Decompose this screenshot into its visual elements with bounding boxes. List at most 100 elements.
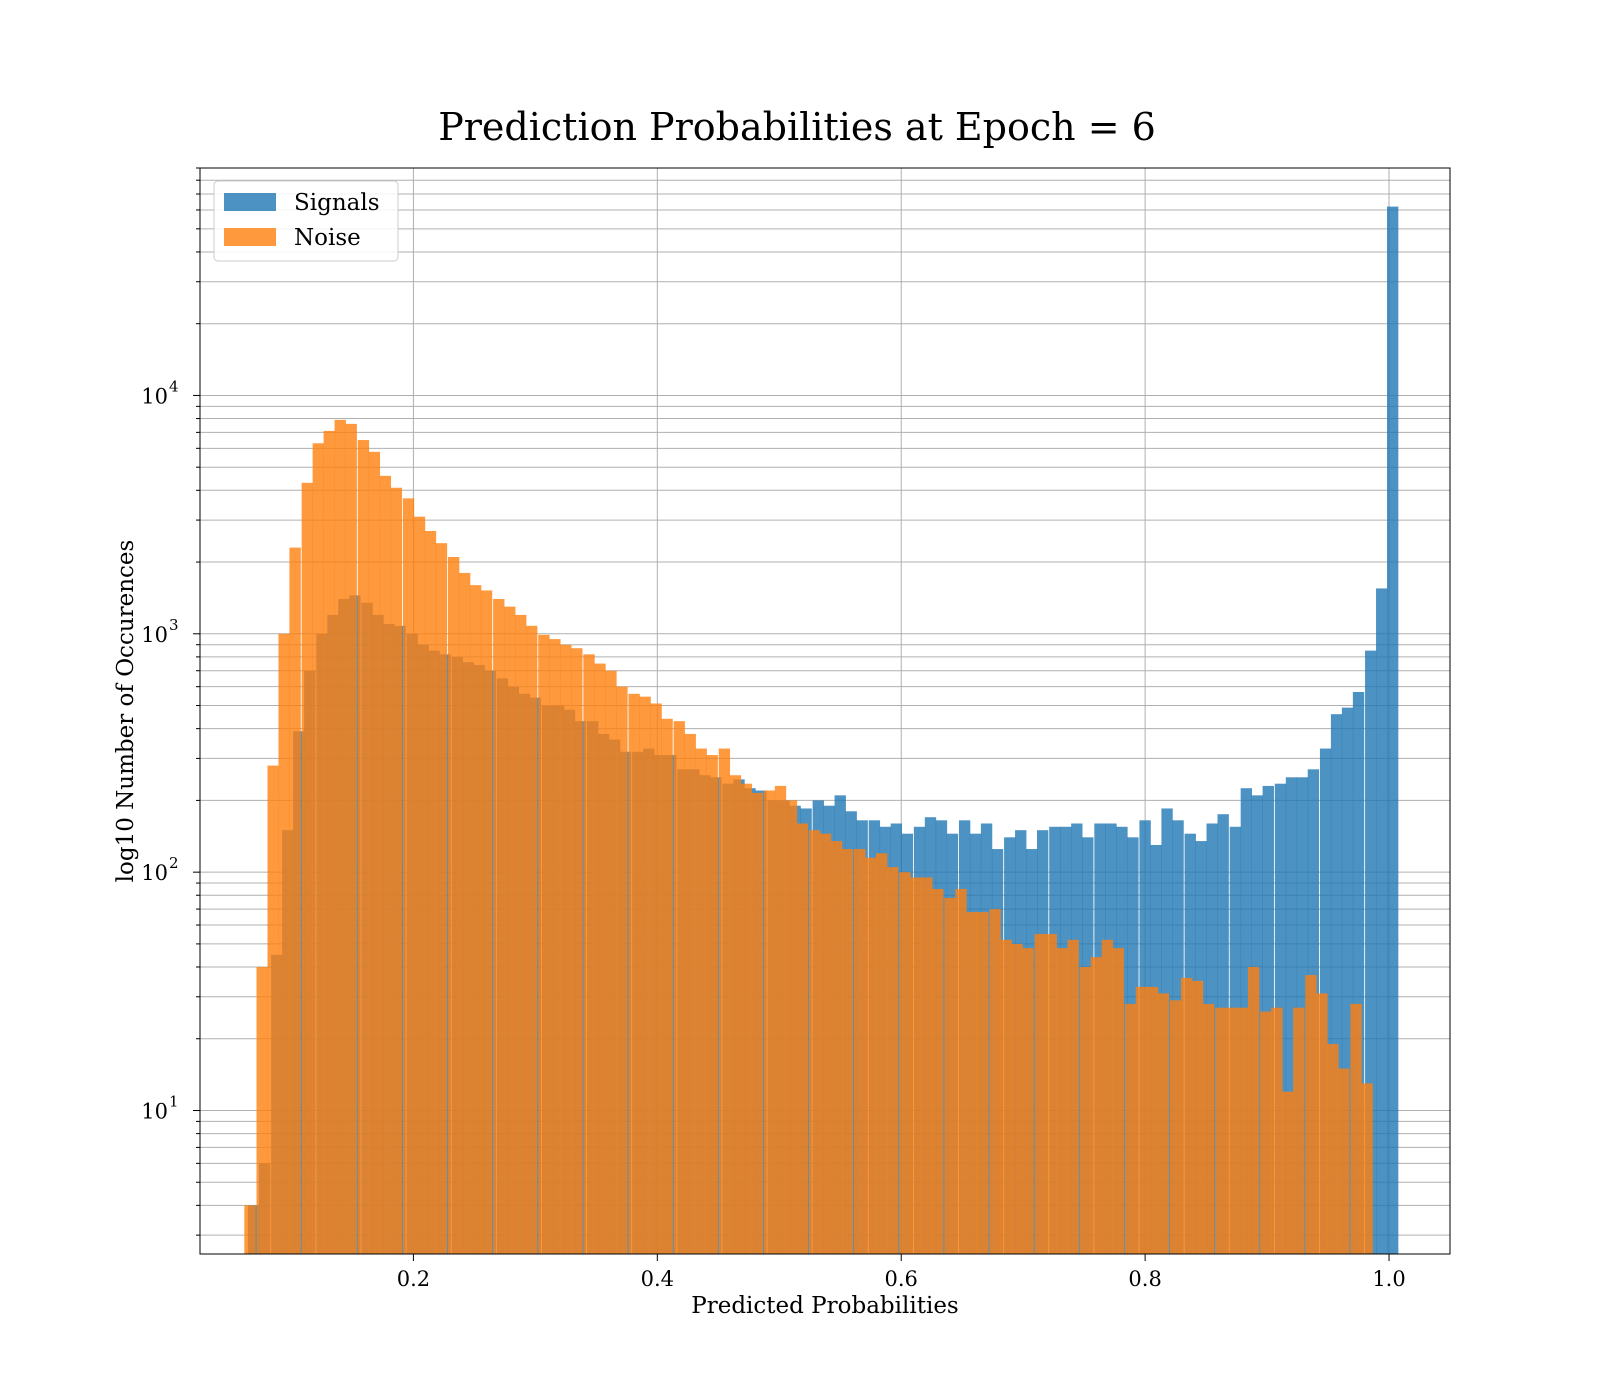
bar-noise: [706, 755, 718, 1254]
bar-noise: [944, 897, 956, 1254]
bar-noise: [1305, 975, 1317, 1254]
bar-noise: [1202, 1003, 1215, 1254]
bar-noise: [955, 888, 967, 1254]
bar-noise: [1090, 957, 1103, 1254]
bar-noise: [1226, 1007, 1238, 1254]
bar-noise: [740, 783, 753, 1254]
bar-noise: [1293, 1007, 1305, 1254]
bar-noise: [1045, 934, 1057, 1254]
bar-noise: [887, 867, 899, 1254]
bar-noise: [1282, 1091, 1294, 1254]
x-tick-label: 0.4: [641, 1267, 674, 1291]
bar-noise: [469, 585, 482, 1254]
histogram-bars: [244, 206, 1399, 1255]
bar-noise: [493, 598, 505, 1254]
bar-noise: [301, 482, 313, 1254]
bar-noise: [1338, 1068, 1350, 1254]
bar-noise: [932, 888, 944, 1254]
bar-noise: [289, 547, 301, 1254]
y-tick-base: 10: [141, 623, 168, 647]
bar-noise: [1146, 986, 1159, 1254]
bar-noise: [1157, 993, 1170, 1254]
bar-noise: [256, 967, 268, 1254]
bar-signals: [1341, 707, 1354, 1254]
bar-noise: [841, 849, 854, 1254]
x-tick-label: 1.0: [1372, 1267, 1405, 1291]
y-tick-base: 10: [141, 384, 168, 408]
bar-noise: [1022, 948, 1034, 1254]
y-tick-exponent: 2: [169, 854, 179, 872]
bar-noise: [1124, 1003, 1137, 1254]
y-axis-label: log10 Number of Occurences: [113, 540, 139, 883]
bar-noise: [1169, 1000, 1182, 1254]
bar-noise: [616, 686, 628, 1254]
bar-noise: [1011, 943, 1023, 1254]
bar-noise: [1350, 1003, 1362, 1254]
bar-noise: [796, 823, 809, 1254]
bar-noise: [1112, 948, 1124, 1254]
bar-noise: [447, 556, 460, 1254]
bar-noise: [390, 487, 403, 1254]
y-tick-exponent: 3: [169, 616, 179, 634]
bar-noise: [1034, 934, 1046, 1254]
y-tick-base: 10: [141, 1099, 168, 1123]
legend: Signals Noise: [213, 180, 399, 262]
bar-noise: [639, 696, 651, 1254]
bar-noise: [435, 543, 448, 1254]
bar-noise: [1067, 939, 1079, 1254]
bar-noise: [1327, 1044, 1339, 1254]
y-tick-label: 10: [141, 384, 168, 408]
y-tick-exponent: 4: [169, 377, 179, 395]
bar-noise: [1056, 948, 1068, 1254]
bar-noise: [673, 721, 685, 1254]
bar-noise: [334, 419, 346, 1255]
bar-noise: [989, 909, 1001, 1254]
bar-noise: [278, 633, 290, 1254]
x-tick-label: 0.2: [397, 1267, 430, 1291]
bar-noise: [774, 785, 787, 1254]
bar-noise: [921, 877, 933, 1254]
bar-noise: [526, 625, 538, 1254]
x-tick-label: 0.8: [1128, 1267, 1161, 1291]
chart-title: Prediction Probabilities at Epoch = 6: [438, 105, 1156, 149]
bar-noise: [424, 530, 437, 1254]
bar-noise: [549, 639, 561, 1254]
y-tick-base: 10: [141, 861, 168, 885]
bar-noise: [1316, 993, 1328, 1254]
bar-noise: [899, 872, 911, 1254]
bar-noise: [785, 800, 798, 1254]
bar-noise: [379, 475, 392, 1255]
bar-noise: [695, 748, 707, 1254]
bar-noise: [480, 590, 493, 1254]
bar-noise: [368, 451, 381, 1255]
bar-noise: [504, 606, 516, 1254]
bar-noise: [684, 733, 696, 1254]
bar-noise: [1191, 980, 1204, 1254]
legend-label-noise: Noise: [294, 225, 361, 251]
legend-swatch-noise: [224, 228, 276, 246]
bar-noise: [1101, 939, 1113, 1254]
bar-signals: [1352, 691, 1365, 1254]
bar-signals: [1387, 206, 1399, 1255]
bar-noise: [876, 853, 888, 1254]
bar-noise: [1247, 967, 1260, 1254]
bar-noise: [357, 440, 370, 1254]
x-axis-label: Predicted Probabilities: [691, 1293, 959, 1319]
bar-noise: [830, 841, 843, 1254]
bar-noise: [1271, 1007, 1283, 1254]
bar-noise: [1000, 939, 1012, 1254]
bar-noise: [571, 648, 583, 1254]
bar-noise: [1260, 1011, 1272, 1254]
bar-noise: [345, 423, 357, 1255]
bar-noise: [244, 1205, 256, 1254]
bar-noise: [854, 849, 866, 1254]
bar-noise: [865, 857, 877, 1254]
bar-noise: [910, 877, 922, 1254]
bar-noise: [1215, 1007, 1227, 1254]
bar-noise: [1237, 1007, 1249, 1254]
plot-area-frame: [199, 167, 1451, 1255]
y-tick-exponent: 1: [169, 1092, 179, 1110]
bar-noise: [267, 765, 279, 1254]
